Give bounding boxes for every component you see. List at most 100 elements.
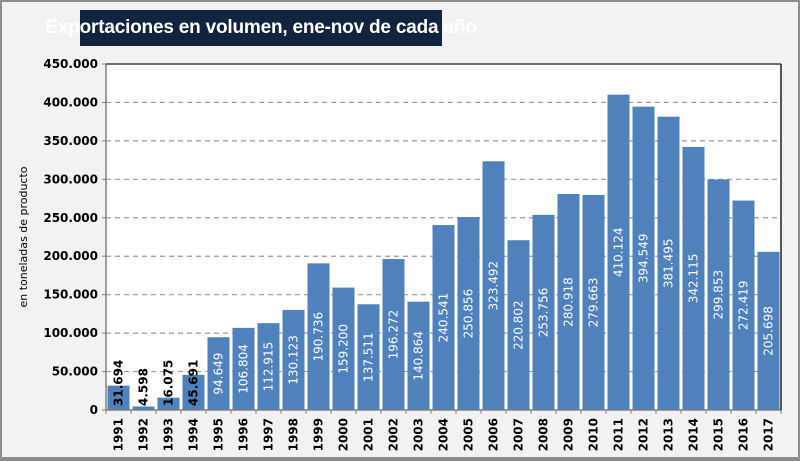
bar-2003 — [407, 301, 430, 410]
y-tick-label: 0 — [90, 403, 98, 417]
x-tick-label: 1996 — [237, 418, 251, 451]
y-tick-label: 300.000 — [43, 172, 98, 186]
data-label: 280.918 — [562, 277, 576, 327]
bar-1999 — [307, 263, 330, 410]
y-tick-labels: 0 50.000 100.000 150.000 200.000 250.000 300.0… — [43, 57, 98, 417]
bar-2014 — [682, 146, 705, 410]
x-tick-label: 2008 — [537, 418, 551, 451]
x-tick-label: 2002 — [387, 418, 401, 451]
x-tick-label: 2016 — [737, 418, 751, 451]
bar-2005 — [457, 217, 480, 410]
y-tick-label: 400.000 — [43, 95, 98, 109]
data-label: 196.272 — [387, 310, 401, 360]
data-label: 279.663 — [587, 278, 601, 328]
y-tick-label: 450.000 — [43, 57, 98, 71]
x-tick-label: 2012 — [637, 418, 651, 451]
data-label: 112.915 — [262, 342, 276, 392]
x-tick-label: 2015 — [712, 418, 726, 451]
x-tick-label: 1992 — [137, 418, 151, 451]
bar-2010 — [582, 194, 605, 410]
data-label: 16.075 — [162, 360, 176, 406]
x-tick-label: 1999 — [312, 418, 326, 451]
x-tick-label: 2013 — [662, 418, 676, 451]
data-label: 190.736 — [312, 312, 326, 362]
x-tick-label: 2001 — [362, 418, 376, 451]
bar-2002 — [382, 259, 405, 410]
data-label: 342.115 — [687, 254, 701, 304]
axes — [102, 63, 782, 414]
bar-2000 — [332, 287, 355, 410]
data-label: 410.124 — [612, 228, 626, 278]
data-label: 250.856 — [462, 289, 476, 339]
x-tick-label: 2003 — [412, 418, 426, 451]
x-tick-label: 1995 — [212, 418, 226, 451]
x-tick-label: 1997 — [262, 418, 276, 451]
bar-1997 — [257, 323, 280, 410]
y-axis-label: en toneladas de producto — [17, 166, 30, 307]
data-label: 272.419 — [737, 280, 751, 330]
data-label: 130.123 — [287, 335, 301, 385]
x-tick-label: 2010 — [587, 418, 601, 451]
x-tick-labels: 1991 1992 1993 1994 1995 1996 1997 1998 1999 2000… — [112, 418, 776, 451]
x-tick-label: 2004 — [437, 418, 451, 451]
bar-1998 — [282, 309, 305, 410]
data-label: 323.492 — [487, 261, 501, 311]
data-label: 394.549 — [637, 234, 651, 284]
x-tick-label: 1991 — [112, 418, 126, 451]
bar-2012 — [632, 106, 655, 411]
chart-title-box: Exportaciones en volumen, ene-nov de cad… — [45, 10, 477, 46]
bar-2015 — [707, 179, 730, 410]
data-label: 299.853 — [712, 270, 726, 320]
bar-2007 — [507, 240, 530, 410]
x-tick-label: 1994 — [187, 418, 201, 451]
x-tick-label: 2011 — [612, 418, 626, 451]
x-tick-label: 2006 — [487, 418, 501, 451]
bar-2011 — [607, 94, 630, 410]
bar-2016 — [732, 200, 755, 410]
y-tick-label: 250.000 — [43, 211, 98, 225]
data-label: 159.200 — [337, 324, 351, 374]
data-label: 220.802 — [512, 300, 526, 350]
data-label: 205.698 — [762, 306, 776, 356]
y-tick-label: 200.000 — [43, 249, 98, 263]
x-tick-label: 1998 — [287, 418, 301, 451]
y-tick-label: 350.000 — [43, 134, 98, 148]
bar-1996 — [232, 327, 255, 410]
data-label: 140.864 — [412, 331, 426, 381]
y-tick-label: 100.000 — [43, 326, 98, 340]
data-label: 45.691 — [187, 360, 201, 406]
x-tick-label: 2000 — [337, 418, 351, 451]
y-tick-label: 50.000 — [52, 365, 98, 379]
data-labels: 31.694 4.598 16.075 45.691 94.649 106.804 112.… — [112, 228, 776, 406]
x-tick-label: 2007 — [512, 418, 526, 451]
bar-2006 — [482, 161, 505, 410]
data-label: 381.495 — [662, 239, 676, 289]
bar-2008 — [532, 214, 555, 410]
x-tick-label: 2009 — [562, 418, 576, 451]
bars — [107, 94, 780, 411]
bar-2001 — [357, 304, 380, 410]
x-tick-label: 1993 — [162, 418, 176, 451]
data-label: 31.694 — [112, 360, 126, 406]
bar-2004 — [432, 225, 455, 410]
x-tick-label: 2005 — [462, 418, 476, 451]
bar-1993 — [157, 397, 180, 410]
bar-1995 — [207, 337, 230, 410]
x-tick-label: 2014 — [687, 418, 701, 451]
bar-1992 — [132, 406, 155, 410]
data-label: 253.756 — [537, 288, 551, 338]
data-label: 4.598 — [137, 368, 151, 406]
bar-2017 — [757, 251, 780, 410]
data-label: 137.511 — [362, 332, 376, 382]
bar-1991 — [107, 385, 130, 410]
y-tick-label: 150.000 — [43, 288, 98, 302]
data-label: 240.541 — [437, 293, 451, 343]
bar-2009 — [557, 194, 580, 410]
data-label: 106.804 — [237, 344, 251, 394]
data-label: 94.649 — [212, 353, 226, 395]
bar-1994 — [182, 374, 205, 410]
chart-title: Exportaciones en volumen, ene-nov de cad… — [45, 17, 477, 38]
x-tick-label: 2017 — [762, 418, 776, 451]
bar-2013 — [657, 116, 680, 410]
